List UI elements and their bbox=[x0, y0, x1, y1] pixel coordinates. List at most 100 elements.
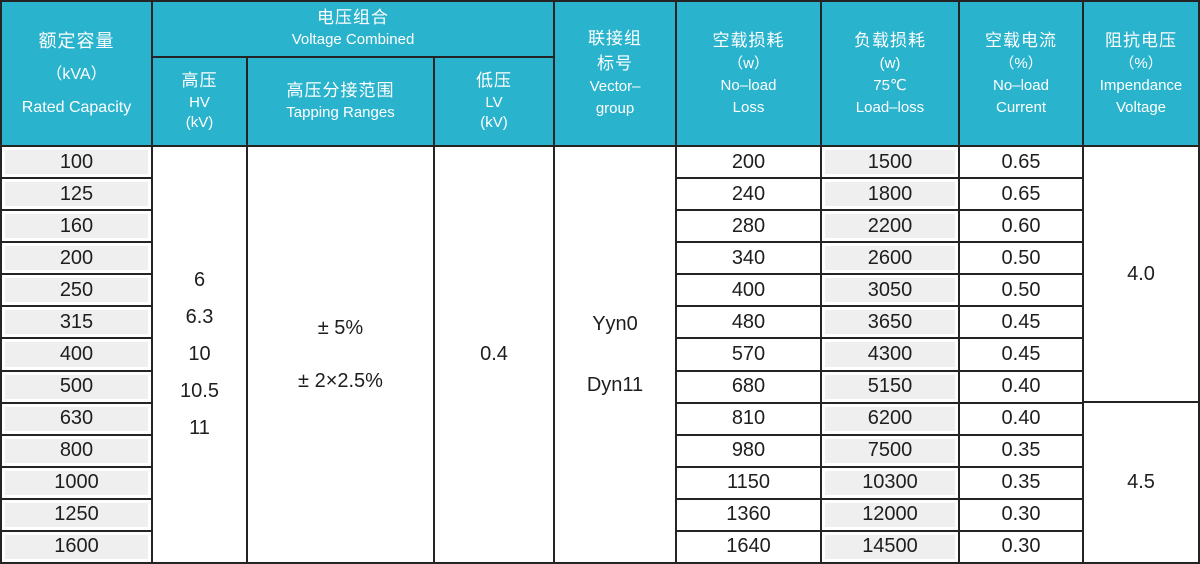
header-hv-unit: (kV) bbox=[185, 113, 214, 131]
header-tapping-ranges: 高压分接范围 Tapping Ranges bbox=[248, 58, 433, 147]
no-load-current-cell: 0.50 bbox=[960, 243, 1082, 276]
no-load-loss-cell: 400 bbox=[677, 275, 820, 308]
no-load-loss-cell: 200 bbox=[677, 147, 820, 180]
header-no-load-current-zh: 空载电流 bbox=[985, 30, 1057, 50]
load-loss-cell: 4300 bbox=[822, 339, 958, 372]
hv-value: 11 bbox=[189, 417, 210, 439]
header-no-load-current-unit: （%） bbox=[999, 55, 1043, 73]
no-load-current-cell: 0.40 bbox=[960, 403, 1082, 436]
header-load-loss-unit: (w) bbox=[879, 55, 901, 73]
impedance-cell-group1: 4.0 bbox=[1084, 147, 1198, 404]
header-voltage-combined-en: Voltage Combined bbox=[291, 31, 415, 49]
capacity-cell: 1250 bbox=[2, 499, 151, 532]
header-load-loss-temp: 75℃ bbox=[873, 76, 907, 94]
header-hv: 高压 HV (kV) bbox=[153, 58, 246, 147]
tapping-value: ± 5% bbox=[317, 316, 364, 339]
header-no-load-loss-unit: （w） bbox=[728, 55, 769, 73]
load-loss-cell: 10300 bbox=[822, 467, 958, 500]
vector-values-cell: Yyn0 Dyn11 bbox=[555, 147, 675, 562]
header-impedance-en2: Voltage bbox=[1115, 98, 1167, 116]
capacity-cell: 125 bbox=[2, 179, 151, 212]
header-lv-en: LV bbox=[485, 93, 503, 111]
no-load-loss-cell: 280 bbox=[677, 211, 820, 244]
no-load-current-cell: 0.35 bbox=[960, 435, 1082, 468]
header-impedance-zh: 阻抗电压 bbox=[1105, 30, 1177, 50]
vector-value: Yyn0 bbox=[592, 312, 638, 335]
load-loss-cell: 12000 bbox=[822, 499, 958, 532]
no-load-loss-cell: 340 bbox=[677, 243, 820, 276]
header-impedance-en1: Impendance bbox=[1099, 76, 1183, 94]
no-load-current-cell: 0.35 bbox=[960, 467, 1082, 500]
hv-value: 10.5 bbox=[180, 380, 219, 402]
hv-values-cell: 6 6.3 10 10.5 11 bbox=[153, 147, 246, 562]
no-load-current-cell: 0.40 bbox=[960, 371, 1082, 404]
capacity-cell: 800 bbox=[2, 435, 151, 468]
header-vector-zh1: 联接组 bbox=[588, 29, 642, 49]
header-no-load-loss-en1: No–load bbox=[720, 76, 777, 94]
capacity-cell: 100 bbox=[2, 147, 151, 180]
header-no-load-loss-en2: Loss bbox=[732, 98, 765, 116]
no-load-loss-cell: 1640 bbox=[677, 531, 820, 563]
header-no-load-loss: 空载损耗 （w） No–load Loss bbox=[677, 2, 820, 147]
column-load-loss: 负载损耗 (w) 75℃ Load–loss 1500 1800 2200 26… bbox=[822, 2, 960, 563]
header-load-loss-zh: 负载损耗 bbox=[854, 30, 926, 50]
no-load-current-cell: 0.45 bbox=[960, 339, 1082, 372]
load-loss-cell: 7500 bbox=[822, 435, 958, 468]
capacity-cell: 200 bbox=[2, 243, 151, 276]
header-voltage-combined-zh: 电压组合 bbox=[317, 8, 389, 28]
header-rated-capacity-en: Rated Capacity bbox=[21, 98, 132, 116]
no-load-current-cell: 0.65 bbox=[960, 147, 1082, 180]
header-lv-unit: (kV) bbox=[480, 113, 508, 131]
capacity-cell: 160 bbox=[2, 211, 151, 244]
capacity-cell: 1000 bbox=[2, 467, 151, 500]
no-load-current-cell: 0.45 bbox=[960, 307, 1082, 340]
tapping-value: ± 2×2.5% bbox=[298, 369, 383, 392]
column-no-load-loss: 空载损耗 （w） No–load Loss 200 240 280 340 40… bbox=[677, 2, 822, 563]
no-load-current-cell: 0.30 bbox=[960, 499, 1082, 532]
hv-value: 10 bbox=[188, 343, 211, 365]
column-vector-group: 联接组 标号 Vector– group Yyn0 Dyn11 bbox=[555, 2, 677, 562]
header-impedance-voltage: 阻抗电压 （%） Impendance Voltage bbox=[1084, 2, 1198, 147]
no-load-current-cell: 0.30 bbox=[960, 531, 1082, 563]
header-load-loss: 负载损耗 (w) 75℃ Load–loss bbox=[822, 2, 958, 147]
header-no-load-current: 空载电流 （%） No–load Current bbox=[960, 2, 1082, 147]
column-lv: 低压 LV (kV) 0.4 bbox=[435, 58, 553, 562]
impedance-value: 4.0 bbox=[1127, 262, 1155, 285]
tapping-values-cell: ± 5% ± 2×2.5% bbox=[248, 147, 433, 562]
impedance-cell-group2: 4.5 bbox=[1084, 403, 1198, 562]
no-load-loss-cell: 1150 bbox=[677, 467, 820, 500]
column-hv: 高压 HV (kV) 6 6.3 10 10.5 11 bbox=[153, 58, 248, 562]
header-lv: 低压 LV (kV) bbox=[435, 58, 553, 147]
header-tapping-en: Tapping Ranges bbox=[286, 103, 395, 121]
lv-value-cell: 0.4 bbox=[435, 147, 553, 562]
header-hv-zh: 高压 bbox=[181, 70, 218, 90]
no-load-loss-cell: 1360 bbox=[677, 499, 820, 532]
load-loss-cell: 6200 bbox=[822, 403, 958, 436]
capacity-cell: 250 bbox=[2, 275, 151, 308]
header-hv-en: HV bbox=[189, 93, 210, 111]
hv-value: 6.3 bbox=[185, 306, 214, 328]
no-load-current-cell: 0.65 bbox=[960, 179, 1082, 212]
no-load-loss-cell: 480 bbox=[677, 307, 820, 340]
no-load-loss-cell: 680 bbox=[677, 371, 820, 404]
header-rated-capacity-unit: （kVA） bbox=[46, 66, 107, 84]
load-loss-cell: 1500 bbox=[822, 147, 958, 180]
no-load-current-cell: 0.60 bbox=[960, 211, 1082, 244]
header-vector-group: 联接组 标号 Vector– group bbox=[555, 2, 675, 147]
no-load-current-cell: 0.50 bbox=[960, 275, 1082, 308]
header-rated-capacity-zh: 额定容量 bbox=[38, 31, 115, 52]
load-loss-cell: 1800 bbox=[822, 179, 958, 212]
hv-value: 6 bbox=[193, 269, 206, 291]
column-no-load-current: 空载电流 （%） No–load Current 0.65 0.65 0.60 … bbox=[960, 2, 1084, 563]
impedance-value: 4.5 bbox=[1127, 471, 1155, 494]
capacity-cell: 315 bbox=[2, 307, 151, 340]
header-vector-en1: Vector– bbox=[589, 78, 641, 96]
capacity-cell: 630 bbox=[2, 403, 151, 436]
header-no-load-loss-zh: 空载损耗 bbox=[712, 30, 785, 50]
header-vector-en2: group bbox=[595, 100, 635, 118]
no-load-loss-cell: 240 bbox=[677, 179, 820, 212]
load-loss-cell: 2600 bbox=[822, 243, 958, 276]
capacity-cell: 500 bbox=[2, 371, 151, 404]
header-vector-zh2: 标号 bbox=[597, 53, 633, 73]
